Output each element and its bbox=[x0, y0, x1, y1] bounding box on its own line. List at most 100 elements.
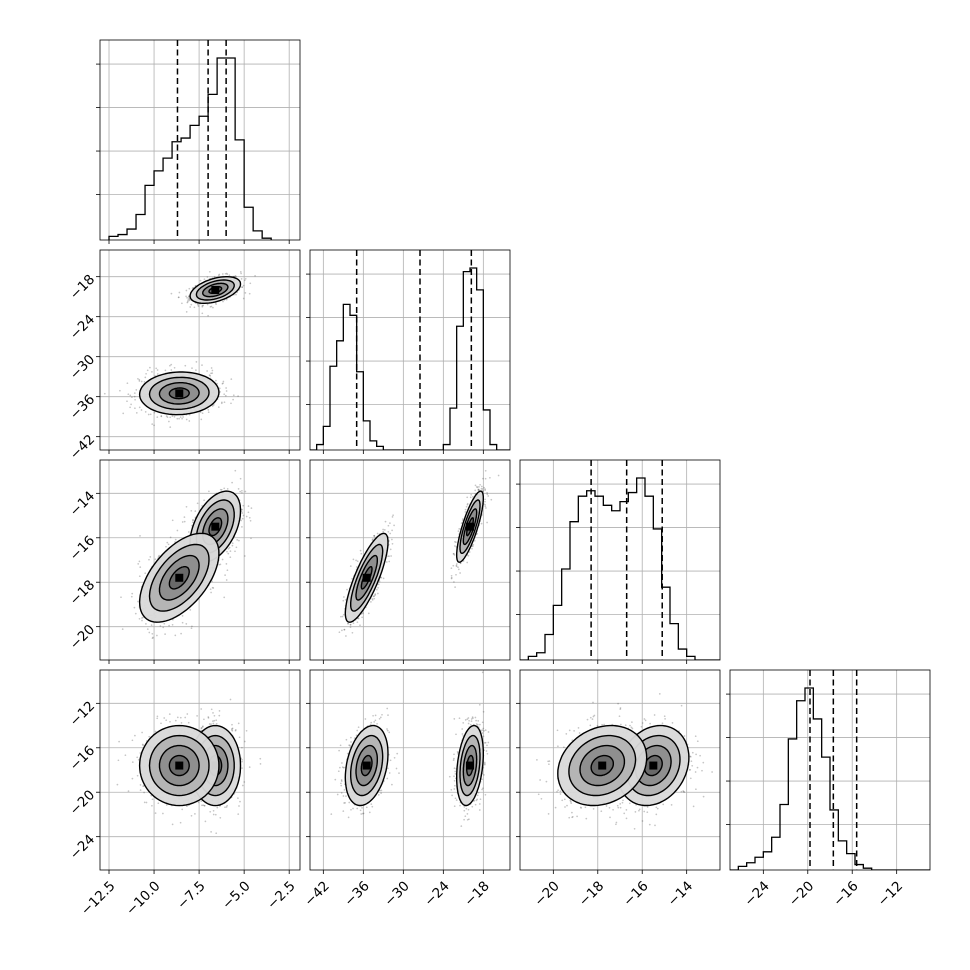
scatter-point bbox=[207, 411, 210, 414]
contour-line bbox=[350, 734, 384, 797]
scatter-point bbox=[578, 732, 581, 734]
scatter-point bbox=[631, 727, 634, 730]
scatter-point bbox=[243, 279, 246, 282]
scatter-point bbox=[450, 567, 453, 570]
histogram-bars bbox=[730, 687, 930, 870]
scatter-point bbox=[468, 719, 470, 722]
scatter-point bbox=[228, 546, 231, 549]
scatter-point bbox=[486, 752, 489, 755]
scatter-point bbox=[455, 541, 457, 544]
scatter-point bbox=[654, 824, 656, 827]
scatter-point bbox=[199, 279, 202, 282]
contour-line bbox=[201, 282, 229, 298]
scatter-point bbox=[162, 812, 164, 815]
scatter-point bbox=[188, 420, 191, 422]
scatter-point bbox=[470, 493, 473, 496]
contour-line bbox=[344, 724, 389, 807]
scatter-point bbox=[454, 770, 457, 773]
scatter-point bbox=[225, 272, 228, 275]
scatter-point bbox=[457, 568, 460, 571]
scatter-point bbox=[342, 599, 345, 602]
scatter-point bbox=[151, 637, 154, 640]
scatter-point bbox=[137, 758, 140, 761]
scatter-point bbox=[453, 718, 456, 720]
scatter-point bbox=[476, 485, 478, 488]
scatter-point bbox=[187, 531, 190, 533]
contour-line bbox=[138, 371, 220, 416]
scatter-point bbox=[561, 799, 564, 802]
scatter-point bbox=[230, 378, 233, 380]
scatter-point bbox=[177, 296, 180, 299]
scatter-point bbox=[349, 745, 352, 748]
histogram-bars bbox=[108, 57, 272, 240]
scatter-point bbox=[215, 719, 218, 722]
scatter-point bbox=[165, 804, 168, 806]
scatter-point bbox=[174, 634, 177, 637]
scatter-point bbox=[163, 717, 166, 719]
scatter-point bbox=[545, 780, 548, 783]
scatter-point bbox=[476, 723, 479, 726]
scatter-point bbox=[466, 718, 469, 720]
scatter-point bbox=[699, 754, 701, 757]
scatter-point bbox=[682, 790, 685, 793]
scatter-point bbox=[617, 806, 620, 809]
scatter-point bbox=[658, 693, 661, 695]
scatter-point bbox=[119, 389, 121, 392]
x-tick-label: −12 bbox=[875, 878, 906, 909]
scatter-point bbox=[230, 402, 232, 405]
scatter-point bbox=[208, 374, 211, 376]
scatter-point bbox=[131, 739, 134, 742]
contour-line bbox=[459, 499, 481, 554]
scatter-point bbox=[680, 790, 683, 793]
scatter-point bbox=[186, 713, 189, 715]
scatter-point bbox=[701, 769, 703, 772]
scatter-point bbox=[655, 813, 658, 816]
scatter-point bbox=[231, 542, 234, 545]
scatter-point bbox=[370, 721, 373, 724]
density-peak bbox=[598, 761, 607, 770]
scatter-point bbox=[218, 273, 221, 276]
scatter-point bbox=[169, 364, 171, 367]
scatter-point bbox=[212, 720, 214, 722]
gridlines bbox=[100, 250, 300, 450]
scatter-point bbox=[189, 609, 192, 611]
scatter-point bbox=[229, 550, 232, 552]
scatter-point bbox=[565, 733, 568, 735]
scatter-point bbox=[203, 718, 205, 721]
scatter-point bbox=[345, 795, 347, 797]
scatter-point bbox=[453, 581, 455, 583]
scatter-point bbox=[179, 416, 182, 418]
scatter-point bbox=[182, 416, 184, 418]
scatter-point bbox=[223, 393, 226, 396]
scatter-point bbox=[467, 554, 470, 557]
contour-line bbox=[459, 734, 481, 797]
scatter-point bbox=[377, 583, 380, 586]
contour-line bbox=[344, 532, 389, 623]
scatter-point bbox=[181, 621, 184, 624]
scatter-point bbox=[671, 722, 674, 724]
scatter-point bbox=[224, 574, 226, 576]
x-tick-label: −42 bbox=[301, 878, 332, 909]
scatter-point bbox=[373, 534, 376, 537]
scatter-point bbox=[476, 486, 479, 489]
contour-line bbox=[456, 724, 484, 807]
scatter-point bbox=[477, 720, 480, 722]
scatter-point bbox=[342, 810, 345, 812]
scatter-point bbox=[243, 740, 246, 743]
scatter-point bbox=[643, 718, 646, 720]
scatter-point bbox=[389, 522, 391, 524]
scatter-point bbox=[242, 297, 245, 300]
scatter-point bbox=[475, 719, 477, 722]
scatter-panel bbox=[96, 459, 301, 664]
scatter-point bbox=[377, 586, 379, 589]
scatter-point bbox=[137, 563, 140, 565]
scatter-point bbox=[241, 767, 243, 769]
scatter-point bbox=[259, 757, 262, 760]
y-tick-label: −16 bbox=[67, 533, 98, 564]
scatter-point bbox=[120, 596, 122, 599]
scatter-point bbox=[455, 565, 458, 568]
scatter-point bbox=[469, 496, 472, 499]
scatter-point bbox=[368, 811, 371, 814]
scatter-point bbox=[381, 713, 383, 716]
